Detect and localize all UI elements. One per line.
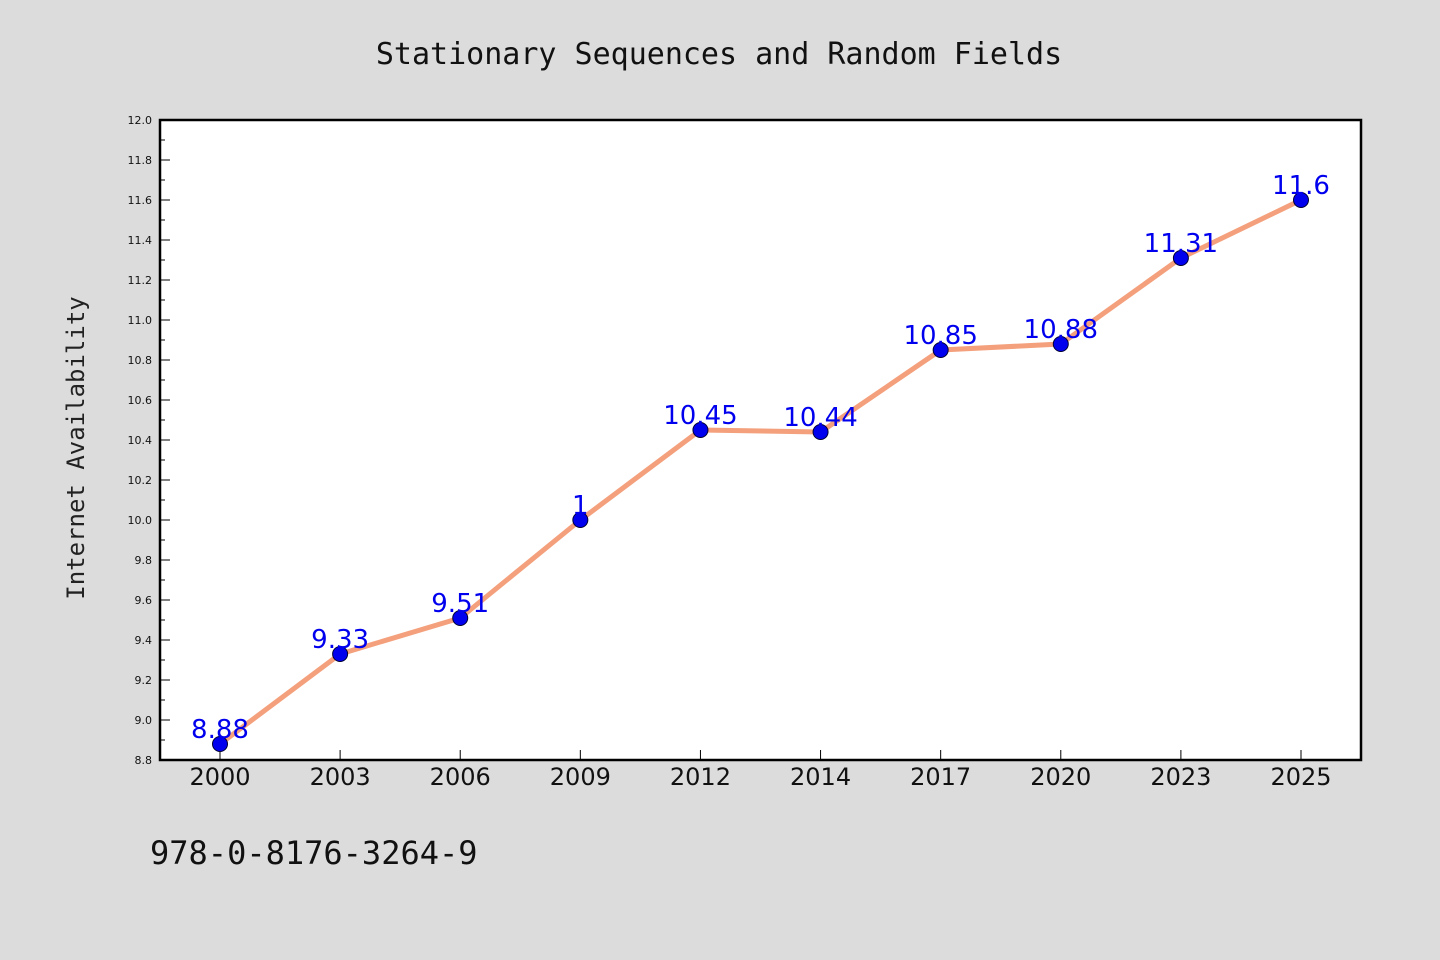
- x-tick-label: 2009: [550, 763, 611, 791]
- y-tick-label: 12.0: [128, 114, 153, 127]
- data-label: 11.31: [1144, 229, 1218, 259]
- y-tick-label: 9.6: [135, 594, 153, 607]
- data-point: [572, 512, 589, 528]
- y-tick-label: 11.8: [128, 154, 153, 167]
- x-tick-label: 2000: [189, 763, 250, 791]
- x-tick-label: 2003: [310, 763, 371, 791]
- y-tick-label: 11.6: [128, 194, 153, 207]
- y-tick-label: 10.4: [128, 434, 153, 447]
- y-tick-label: 11.2: [128, 274, 153, 287]
- y-tick-label: 10.6: [128, 394, 153, 407]
- x-tick-label: 2025: [1270, 763, 1331, 791]
- data-point: [692, 422, 709, 438]
- x-tick-label: 2017: [910, 763, 971, 791]
- data-point: [212, 736, 228, 752]
- y-tick-label: 9.8: [135, 554, 153, 567]
- y-tick-label: 11.4: [128, 234, 153, 247]
- data-point: [332, 646, 349, 662]
- plot-area: [158, 118, 1363, 762]
- x-tick-label: 2023: [1150, 763, 1211, 791]
- series-layer: [212, 192, 1309, 752]
- y-tick-label: 10.8: [128, 354, 153, 367]
- data-label: 10.85: [903, 321, 977, 351]
- data-label: 8.88: [191, 715, 249, 745]
- data-label: 9.33: [311, 625, 369, 655]
- isbn-text: 978-0-8176-3264-9: [150, 834, 478, 872]
- x-axis-ticks: 2000 2003 2006 2009 2012 2014 2017 2020 2023 2025: [189, 750, 1332, 791]
- x-tick-label: 2020: [1030, 763, 1091, 791]
- x-tick-label: 2014: [790, 763, 851, 791]
- data-point: [1052, 336, 1069, 352]
- data-label: 10.88: [1024, 315, 1098, 345]
- y-tick-label: 8.8: [135, 754, 153, 767]
- x-tick-label: 2006: [430, 763, 491, 791]
- data-point: [1172, 250, 1189, 266]
- data-point: [932, 342, 949, 358]
- data-point: [1293, 192, 1309, 208]
- data-label: 11.6: [1272, 171, 1330, 201]
- series-line: [217, 197, 1304, 747]
- y-tick-label: 10.0: [128, 514, 153, 527]
- chart-title: Stationary Sequences and Random Fields: [376, 37, 1062, 72]
- y-axis-label: Internet Availability: [62, 296, 90, 599]
- y-axis-ticks: 8.8 9.0 9.2 9.4 9.6 9.8 10.0 10.2 10.4 10.6 10.8 11…: [128, 114, 170, 767]
- y-tick-label: 9.4: [135, 634, 153, 647]
- data-point: [452, 610, 469, 626]
- y-tick-label: 9.2: [135, 674, 153, 687]
- x-tick-label: 2012: [670, 763, 731, 791]
- y-tick-label: 10.2: [128, 474, 153, 487]
- y-tick-label: 11.0: [128, 314, 153, 327]
- data-label: 10.45: [663, 401, 737, 431]
- data-labels: 8.88 9.33 9.51 1 10.45 10.44 10.85 10.88 11.31 11…: [191, 171, 1330, 745]
- data-label: 9.51: [431, 589, 489, 619]
- data-point: [812, 424, 829, 440]
- data-label: 10.44: [783, 403, 857, 433]
- data-label: 1: [572, 491, 589, 521]
- y-tick-label: 9.0: [135, 714, 153, 727]
